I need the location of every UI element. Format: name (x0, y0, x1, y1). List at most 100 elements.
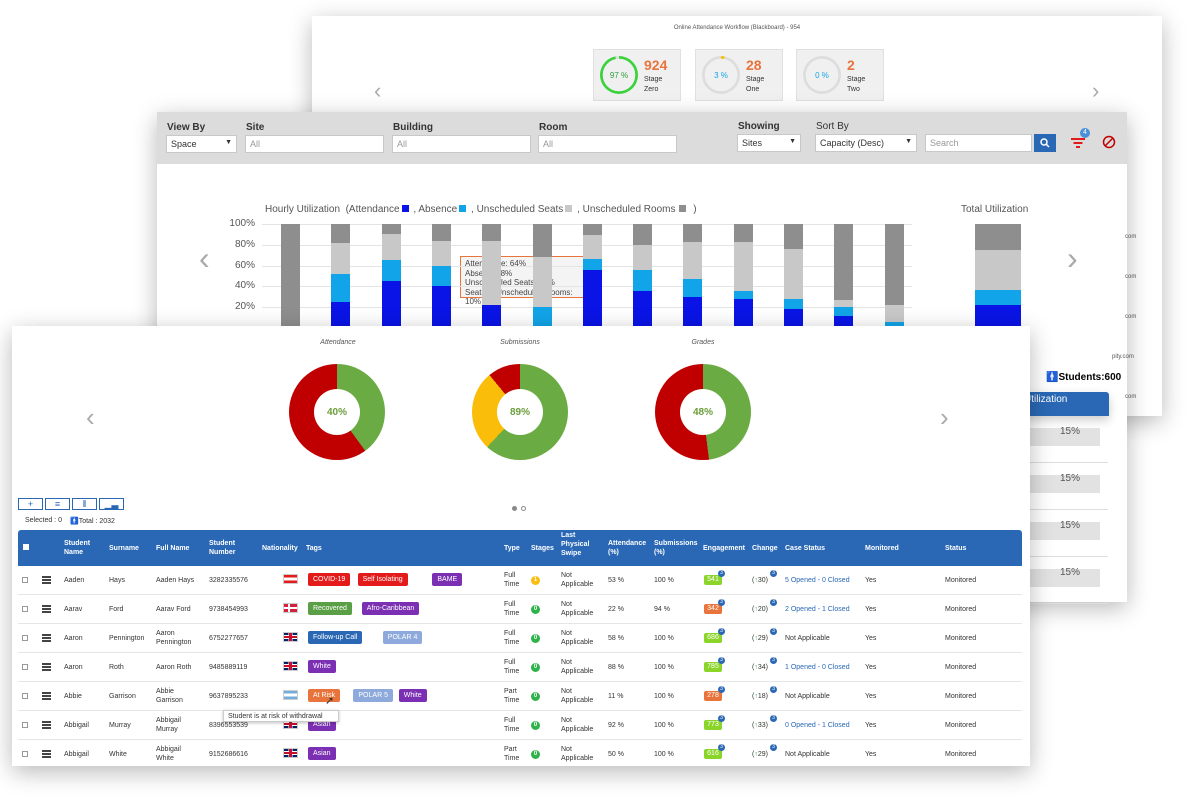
bar-segment-absence[interactable] (884, 321, 904, 326)
bar-segment-attendance[interactable] (784, 309, 803, 328)
case-status[interactable]: 1 Opened - 0 Closed (785, 664, 850, 671)
sort-by-select[interactable]: Capacity (Desc) ▼ (815, 134, 917, 152)
row-checkbox[interactable] (22, 635, 28, 641)
bar-segment-absence[interactable] (381, 260, 401, 282)
bar-segment-absence[interactable] (331, 273, 351, 302)
attendance-donut[interactable]: 40% (289, 364, 385, 460)
chevron-left-icon[interactable]: ‹ (86, 402, 95, 432)
email-fragment[interactable]: com (1125, 394, 1137, 400)
tag-badge[interactable]: POLAR 4 (382, 631, 423, 644)
header-student-number[interactable]: Student Number (209, 540, 236, 556)
tag-badge[interactable]: BAME (432, 573, 463, 586)
search-input[interactable]: Search (925, 134, 1032, 152)
chevron-left-icon[interactable]: ‹ (199, 240, 210, 276)
bar-segment-absence[interactable] (683, 279, 703, 297)
tag-badge[interactable]: Recovered (308, 602, 352, 615)
bar-segment-unscheduled-rooms[interactable] (482, 224, 502, 241)
showing-select[interactable]: Sites ▼ (737, 134, 801, 152)
case-status[interactable]: 2 Opened - 1 Closed (785, 606, 850, 613)
grades-donut[interactable]: 48% (655, 364, 751, 460)
row-checkbox[interactable] (22, 751, 28, 757)
header-last-swipe[interactable]: Last Physical Swipe (561, 532, 590, 557)
table-row[interactable]: Abbie Garrison Abbie Garrison 9637895233 At R… (18, 682, 1022, 711)
site-input[interactable]: All (245, 135, 384, 153)
header-type[interactable]: Type (504, 545, 520, 552)
header-change[interactable]: Change (752, 545, 778, 552)
tag-badge[interactable]: Follow-up Call (308, 631, 363, 644)
case-status[interactable]: 0 Opened - 1 Closed (785, 722, 850, 729)
bar-segment-unscheduled-seats[interactable] (532, 257, 552, 308)
bar-segment-attendance[interactable] (834, 315, 854, 328)
menu-icon[interactable] (42, 750, 51, 758)
email-fragment[interactable]: pity.com (1112, 354, 1134, 360)
header-student-name[interactable]: Student Name (64, 540, 91, 556)
header-attendance[interactable]: Attendance (%) (608, 540, 647, 556)
building-input[interactable]: All (392, 135, 531, 153)
view-by-select[interactable]: Space ▼ (166, 135, 237, 153)
total-segment-attendance[interactable] (975, 305, 1021, 328)
bar-segment-unscheduled-rooms[interactable] (633, 224, 653, 245)
row-checkbox[interactable] (22, 606, 28, 612)
header-monitored[interactable]: Monitored (865, 545, 899, 552)
bar-segment-absence[interactable] (733, 290, 753, 299)
stage-card-two[interactable]: 0 % 2 Stage Two (796, 49, 884, 101)
bar-segment-unscheduled-seats[interactable] (482, 240, 502, 306)
bar-segment-unscheduled-rooms[interactable] (683, 224, 703, 242)
email-fragment[interactable]: com (1125, 234, 1137, 240)
bar-segment-unscheduled-rooms[interactable] (331, 224, 351, 243)
menu-icon[interactable] (42, 663, 51, 671)
table-row[interactable]: Aaron Roth Aaron Roth 9485889119 White Full Ti… (18, 653, 1022, 682)
header-engagement[interactable]: Engagement (703, 545, 746, 552)
menu-icon[interactable] (42, 721, 51, 729)
tag-badge[interactable]: Afro-Caribbean (361, 602, 420, 615)
table-row[interactable]: Aarav Ford Aarav Ford 9738454993 Recovered Af… (18, 595, 1022, 624)
row-checkbox[interactable] (22, 693, 28, 699)
bar-segment-unscheduled-seats[interactable] (733, 241, 753, 291)
stage-card-one[interactable]: 3 % 28 Stage One (695, 49, 783, 101)
bar-segment-unscheduled-rooms[interactable] (884, 224, 904, 306)
table-row[interactable]: Aaron Pennington Aaron Pennington 6752277657… (18, 624, 1022, 653)
chevron-right-icon[interactable]: › (1092, 78, 1100, 103)
bar-segment-unscheduled-rooms[interactable] (281, 224, 300, 328)
tag-badge[interactable]: White (308, 660, 336, 673)
engagement-score[interactable]: 278 (704, 691, 722, 701)
tag-badge[interactable]: POLAR 5 (353, 689, 393, 702)
engagement-score[interactable]: 541 (704, 575, 722, 585)
bar-segment-unscheduled-seats[interactable] (683, 241, 703, 280)
chevron-left-icon[interactable]: ‹ (374, 78, 382, 103)
menu-icon[interactable] (42, 576, 51, 584)
total-segment-unscheduled-rooms[interactable] (975, 224, 1021, 250)
bar-segment-absence[interactable] (532, 307, 552, 328)
email-fragment[interactable]: com (1125, 274, 1137, 280)
bar-segment-absence[interactable] (633, 269, 653, 291)
engagement-score[interactable]: 686 (704, 633, 722, 643)
bar-segment-unscheduled-seats[interactable] (381, 234, 401, 261)
table-row[interactable]: Abbigail White Abbigail White 9152686616 Asia… (18, 740, 1022, 766)
engagement-score[interactable]: 773 (704, 720, 722, 730)
bar-segment-attendance[interactable] (733, 298, 753, 328)
header-case-status[interactable]: Case Status (785, 545, 826, 552)
email-fragment[interactable]: com (1125, 314, 1137, 320)
tag-badge[interactable]: At Risk (308, 689, 341, 702)
tag-badge[interactable]: Asian (308, 747, 336, 760)
bar-segment-unscheduled-rooms[interactable] (381, 224, 401, 235)
bar-segment-attendance[interactable] (431, 286, 451, 328)
bar-segment-unscheduled-seats[interactable] (431, 240, 451, 266)
chevron-right-icon[interactable]: › (940, 402, 949, 432)
bar-segment-unscheduled-rooms[interactable] (733, 224, 753, 242)
room-input[interactable]: All (538, 135, 677, 153)
engagement-score[interactable]: 785 (704, 662, 722, 672)
header-full-name[interactable]: Full Name (156, 545, 190, 552)
bar-segment-unscheduled-seats[interactable] (633, 244, 653, 270)
engagement-score[interactable]: 616 (704, 749, 722, 759)
total-segment-unscheduled-seats[interactable] (975, 250, 1021, 290)
bar-segment-unscheduled-seats[interactable] (884, 305, 904, 322)
bar-segment-unscheduled-seats[interactable] (582, 235, 602, 260)
select-all-checkbox[interactable] (23, 544, 29, 550)
filter-icon[interactable]: 4 (1070, 128, 1090, 155)
bar-segment-attendance[interactable] (633, 290, 653, 328)
submissions-donut[interactable]: 89% (472, 364, 568, 460)
case-status[interactable]: 5 Opened - 0 Closed (785, 577, 850, 584)
menu-icon[interactable] (42, 692, 51, 700)
bar-segment-unscheduled-rooms[interactable] (834, 224, 854, 300)
